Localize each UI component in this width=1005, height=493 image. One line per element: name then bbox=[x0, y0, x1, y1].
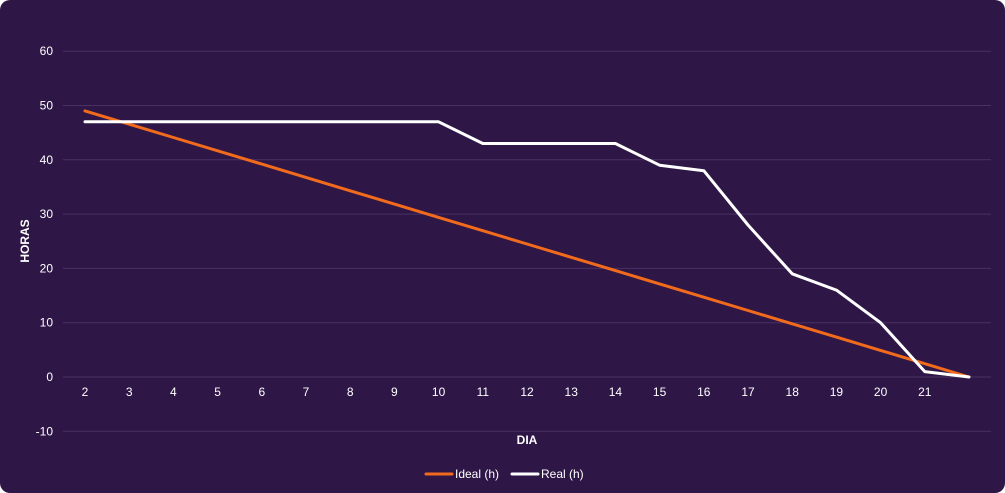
x-tick-label: 5 bbox=[214, 385, 221, 399]
x-tick-label: 3 bbox=[126, 385, 133, 399]
x-tick-label: 2 bbox=[82, 385, 89, 399]
x-tick-label: 9 bbox=[391, 385, 398, 399]
legend[interactable]: Ideal (h) Real (h) bbox=[424, 467, 584, 481]
x-axis-title: DIA bbox=[517, 433, 538, 447]
y-axis-ticks: -10 0 10 20 30 40 50 60 bbox=[36, 44, 54, 438]
legend-label: Real (h) bbox=[541, 467, 584, 481]
series-line-ideal bbox=[83, 109, 971, 379]
series-line-real bbox=[83, 120, 971, 379]
x-tick-label: 20 bbox=[874, 385, 888, 399]
x-tick-label: 16 bbox=[697, 385, 711, 399]
y-tick-label: 20 bbox=[40, 261, 54, 275]
y-tick-label: 60 bbox=[40, 44, 54, 58]
x-tick-label: 18 bbox=[786, 385, 800, 399]
x-tick-label: 10 bbox=[432, 385, 446, 399]
grid-lines bbox=[63, 50, 991, 432]
legend-item-real[interactable]: Real (h) bbox=[510, 467, 584, 481]
x-tick-label: 11 bbox=[477, 385, 490, 399]
x-tick-label: 17 bbox=[741, 385, 755, 399]
y-tick-label: 0 bbox=[46, 370, 53, 384]
x-tick-label: 15 bbox=[653, 385, 667, 399]
legend-item-ideal[interactable]: Ideal (h) bbox=[424, 467, 499, 481]
legend-label: Ideal (h) bbox=[455, 467, 499, 481]
y-tick-label: -10 bbox=[36, 424, 54, 438]
x-tick-label: 13 bbox=[565, 385, 579, 399]
x-tick-label: 14 bbox=[609, 385, 623, 399]
x-axis-ticks: 2 3 4 5 6 7 8 9 10 11 12 13 14 15 16 17 18 19 20 21 bbox=[82, 385, 932, 399]
x-tick-label: 21 bbox=[918, 385, 932, 399]
series-lines bbox=[83, 109, 971, 379]
x-tick-label: 4 bbox=[170, 385, 177, 399]
x-tick-label: 6 bbox=[258, 385, 265, 399]
x-tick-label: 12 bbox=[520, 385, 534, 399]
x-tick-label: 8 bbox=[347, 385, 354, 399]
y-tick-label: 50 bbox=[40, 99, 54, 113]
x-tick-label: 7 bbox=[303, 385, 310, 399]
x-tick-label: 19 bbox=[830, 385, 844, 399]
y-tick-label: 10 bbox=[40, 316, 54, 330]
y-axis-title: HORAS bbox=[18, 219, 32, 262]
y-tick-label: 30 bbox=[40, 207, 54, 221]
y-tick-label: 40 bbox=[40, 153, 54, 167]
